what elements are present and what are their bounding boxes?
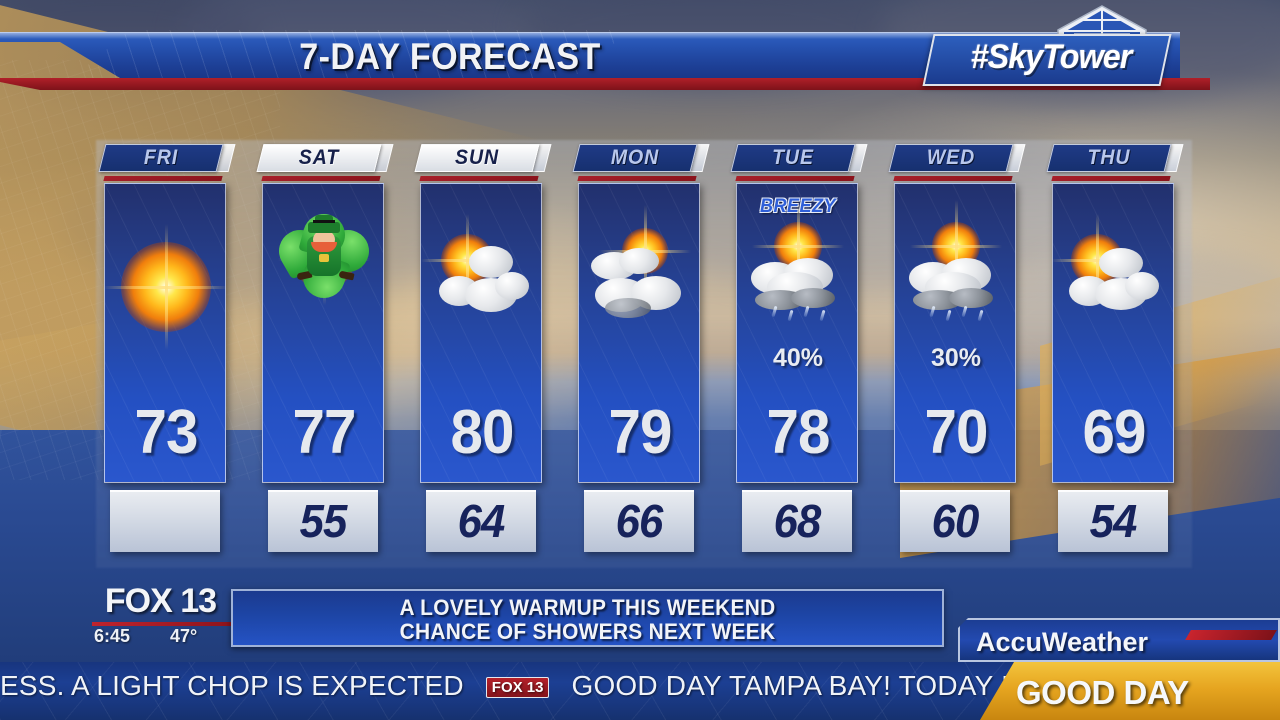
showers-icon — [895, 200, 1015, 342]
low-temperature: 54 — [1089, 495, 1138, 547]
high-temperature: 77 — [292, 398, 357, 467]
precip-chance: 30% — [930, 344, 982, 372]
mostly-cloudy-icon — [579, 205, 699, 342]
day-body: 30% 70 — [894, 183, 1016, 483]
headline-box: A LOVELY WARMUP THIS WEEKEND CHANCE OF S… — [231, 589, 944, 647]
day-body: 80 — [420, 183, 542, 483]
station-red-rule — [92, 622, 232, 626]
low-temperature: 55 — [299, 495, 348, 547]
day-body: 79 — [578, 183, 700, 483]
high-temperature: 79 — [608, 398, 673, 467]
forecast-day-tue[interactable]: TUE BREEZY 40% 78 68 — [728, 138, 868, 566]
showers-icon — [737, 200, 857, 342]
low-temperature: 66 — [615, 495, 664, 547]
precip-chance: 40% — [772, 344, 824, 372]
ticker-text-before: ESS. A LIGHT CHOP IS EXPECTED — [0, 670, 464, 701]
low-temperature-panel: 55 — [268, 490, 378, 552]
low-temperature: 60 — [931, 495, 980, 547]
good-day-label: GOOD DAY — [1016, 674, 1189, 711]
clock: 6:45 — [94, 626, 131, 646]
day-red-rule — [419, 176, 539, 181]
high-temperature: 73 — [134, 398, 199, 467]
day-label: TUE — [772, 146, 814, 169]
banner-red-stripe — [0, 78, 1210, 90]
low-temperature-panel — [110, 490, 220, 552]
high-temperature: 70 — [924, 398, 989, 467]
day-label: SAT — [298, 146, 340, 169]
partly-cloudy-icon — [1053, 214, 1173, 342]
forecast-banner: 7-DAY FORECAST — [0, 22, 1280, 98]
accuweather-red-slash — [1185, 630, 1277, 640]
low-temperature: 68 — [773, 495, 822, 547]
headline-line-1: A LOVELY WARMUP THIS WEEKEND — [399, 595, 776, 620]
low-temperature-panel: 64 — [426, 490, 536, 552]
partly-cloudy-icon — [421, 214, 541, 342]
skytower-label: #SkyTower — [970, 38, 1133, 76]
day-body: 77 — [262, 183, 384, 483]
panel-sheen — [421, 184, 541, 482]
seven-day-forecast: FRI 73 SAT — [96, 138, 1192, 568]
day-label: MON — [610, 146, 660, 169]
low-temperature: 64 — [457, 495, 506, 547]
skytower-logo: #SkyTower — [920, 4, 1172, 98]
day-label: SUN — [454, 146, 500, 169]
low-temperature-panel: 68 — [742, 490, 852, 552]
current-temperature: 47° — [170, 626, 198, 646]
accuweather-badge: AccuWeather — [958, 618, 1280, 662]
day-red-rule — [735, 176, 855, 181]
forecast-day-fri[interactable]: FRI 73 — [96, 138, 236, 566]
ticker-fox-badge: FOX 13 — [485, 677, 550, 699]
forecast-day-thu[interactable]: THU 69 54 — [1044, 138, 1184, 566]
day-body: 69 — [1052, 183, 1174, 483]
station-logo: FOX 13 6:45 47° — [88, 582, 233, 646]
good-day-gold-wedge — [980, 662, 1280, 720]
day-red-rule — [1051, 176, 1171, 181]
panel-sheen — [1053, 184, 1173, 482]
low-temperature-panel: 66 — [584, 490, 694, 552]
banner-diagonal-texture — [70, 30, 630, 80]
leprechaun-shamrock-icon — [271, 209, 377, 304]
high-temperature: 69 — [1082, 398, 1147, 467]
forecast-day-wed[interactable]: WED 30% 70 60 — [886, 138, 1026, 566]
day-label: FRI — [143, 146, 179, 169]
day-body: BREEZY 40% 78 — [736, 183, 858, 483]
forecast-day-mon[interactable]: MON 79 66 — [570, 138, 710, 566]
headline-line-2: CHANCE OF SHOWERS NEXT WEEK — [399, 619, 776, 644]
accuweather-label: AccuWeather — [976, 627, 1149, 657]
high-temperature: 78 — [766, 398, 831, 467]
day-red-rule — [893, 176, 1013, 181]
day-red-rule — [577, 176, 697, 181]
day-body: 73 — [104, 183, 226, 483]
low-temperature-panel: 60 — [900, 490, 1010, 552]
good-day-bug: GOOD DAY — [950, 662, 1280, 720]
station-name: FOX 13 — [104, 582, 217, 620]
page-title: 7-DAY FORECAST — [299, 36, 601, 77]
high-temperature: 80 — [450, 398, 515, 467]
day-red-rule — [261, 176, 381, 181]
sunny-icon — [105, 224, 225, 350]
banner-highlight — [0, 32, 1180, 39]
day-label: THU — [1087, 146, 1131, 169]
forecast-day-sun[interactable]: SUN 80 64 — [412, 138, 552, 566]
day-red-rule — [103, 176, 223, 181]
low-temperature-panel: 54 — [1058, 490, 1168, 552]
day-label: WED — [926, 146, 976, 169]
ticker-content: ESS. A LIGHT CHOP IS EXPECTED FOX 13 GOO… — [0, 670, 1082, 702]
forecast-day-sat[interactable]: SAT 77 — [254, 138, 394, 566]
